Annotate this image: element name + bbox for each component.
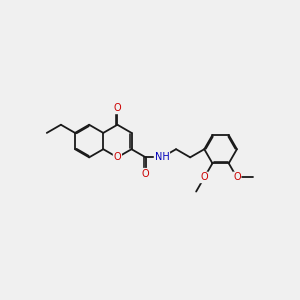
Text: O: O — [233, 172, 241, 182]
Text: O: O — [200, 172, 208, 182]
Text: NH: NH — [154, 152, 169, 162]
Text: O: O — [114, 152, 121, 162]
Text: O: O — [142, 169, 149, 179]
Text: O: O — [114, 103, 121, 113]
